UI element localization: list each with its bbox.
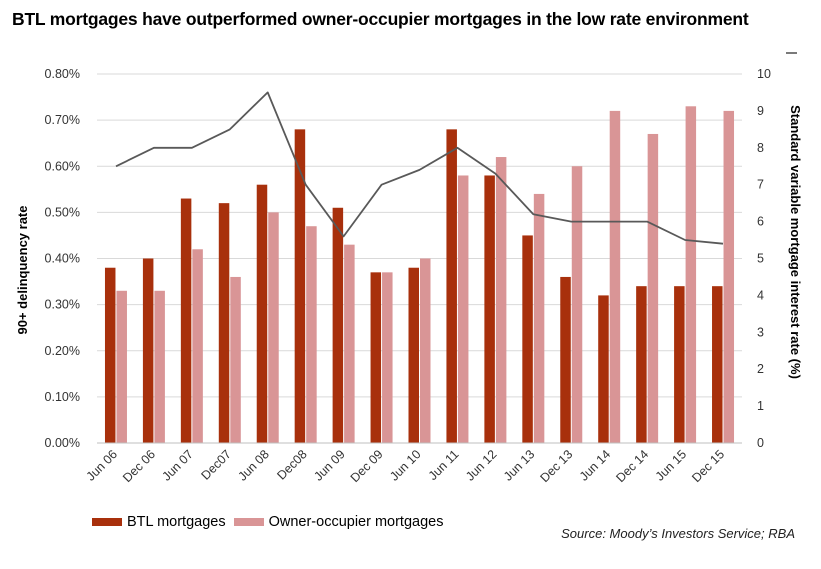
x-tick-label: Jun 14: [577, 447, 613, 483]
left-axis-title: 90+ delinquency rate: [15, 206, 30, 335]
gridlines: [97, 73, 742, 398]
bar-owner-occupier: [647, 133, 659, 443]
bar-btl: [598, 295, 609, 443]
right-tick-label: 4: [757, 288, 764, 302]
x-tick-label: Dec 06: [120, 447, 158, 485]
x-tick-label: Dec 14: [613, 447, 651, 485]
bar-btl: [142, 258, 154, 443]
x-tick-label: Jun 12: [463, 447, 499, 483]
bar-btl: [712, 286, 723, 443]
x-tick-label: Jun 15: [653, 447, 689, 483]
left-tick-label: 0.40%: [45, 252, 80, 266]
right-tick-label: 9: [757, 104, 764, 118]
bar-owner-occupier: [685, 106, 697, 443]
bar-btl: [522, 235, 533, 443]
left-tick-label: 0.80%: [45, 67, 80, 81]
bar-owner-occupier: [457, 175, 469, 443]
bar-owner-occupier: [230, 276, 241, 443]
chart-legend: BTL mortgages Owner-occupier mortgages: [92, 514, 451, 530]
x-tick-label: Jun 10: [387, 447, 423, 483]
right-axis-title: Standard variable mortgage interest rate…: [788, 105, 803, 379]
x-tick-label: Jun 11: [426, 447, 462, 483]
bar-owner-occupier: [154, 290, 165, 443]
x-tick-label: Jun 09: [311, 447, 347, 483]
bar-btl: [256, 184, 268, 443]
bar-owner-occupier: [382, 272, 393, 443]
bar-btl: [180, 198, 192, 443]
right-tick-label: 3: [757, 325, 764, 339]
axes: 0.00% 0.10% 0.20% 0.30% 0.40% 0.50% 0.60% 0.70%…: [45, 67, 771, 485]
legend-item-btl: BTL mortgages: [92, 514, 226, 530]
left-tick-label: 0.20%: [45, 344, 80, 358]
legend-swatch-btl: [92, 518, 122, 526]
bar-owner-occupier: [495, 157, 507, 443]
right-tick-label: 10: [757, 67, 771, 81]
x-tick-label: Dec 15: [689, 447, 727, 485]
bar-owner-occupier: [533, 193, 545, 443]
bar-owner-occupier: [609, 110, 621, 444]
x-tick-label: Jun 07: [160, 447, 196, 483]
left-tick-label: 0.10%: [45, 390, 80, 404]
source-note: Source: Moody’s Investors Service; RBA: [561, 526, 795, 541]
bar-btl: [332, 207, 344, 443]
bar-btl: [104, 267, 116, 443]
x-tick-label: Dec07: [198, 447, 233, 482]
bar-btl: [484, 175, 495, 443]
bar-btl: [674, 286, 685, 443]
bar-owner-occupier: [306, 226, 317, 443]
right-tick-label: 6: [757, 215, 764, 229]
right-tick-label: 1: [757, 399, 764, 413]
bar-owner-occupier: [420, 258, 431, 443]
left-tick-label: 0.30%: [45, 298, 80, 312]
bar-btl: [408, 267, 419, 443]
line-svr: [115, 91, 724, 245]
bar-btl: [294, 129, 306, 443]
x-tick-label: Jun 08: [235, 447, 271, 483]
bar-owner-occupier: [268, 212, 279, 443]
legend-label-btl: BTL mortgages: [127, 514, 226, 530]
bar-btl: [560, 276, 571, 443]
legend-label-owner: Owner-occupier mortgages: [268, 514, 444, 530]
right-tick-label: 7: [757, 178, 764, 192]
bar-owner-occupier: [116, 290, 127, 443]
x-tick-label: Dec08: [274, 447, 309, 482]
right-tick-label: 5: [757, 252, 764, 266]
bar-btl: [370, 272, 382, 443]
bar-series: [104, 106, 735, 444]
right-tick-label: 2: [757, 362, 764, 376]
bar-btl: [218, 203, 230, 443]
bar-owner-occupier: [723, 110, 735, 444]
x-tick-label: Dec 09: [348, 447, 386, 485]
bar-owner-occupier: [192, 249, 203, 443]
legend-swatch-owner: [233, 518, 264, 526]
bar-btl: [636, 286, 647, 443]
chart-title: BTL mortgages have outperformed owner-oc…: [12, 9, 749, 29]
right-tick-label: 8: [757, 141, 764, 155]
bar-owner-occupier: [344, 244, 355, 443]
left-tick-label: 0.70%: [45, 113, 80, 127]
legend-item-owner: Owner-occupier mortgages: [233, 514, 444, 530]
left-tick-label: 0.00%: [45, 436, 80, 450]
x-tick-label: Dec 13: [537, 447, 575, 485]
left-tick-label: 0.60%: [45, 159, 80, 173]
rate-line-series: [115, 91, 724, 245]
left-tick-label: 0.50%: [45, 205, 80, 219]
right-tick-label: 0: [757, 436, 764, 450]
x-tick-label: Jun 13: [501, 447, 537, 483]
bar-owner-occupier: [571, 166, 583, 443]
bar-btl: [446, 129, 457, 443]
x-tick-label: Jun 06: [84, 447, 120, 483]
